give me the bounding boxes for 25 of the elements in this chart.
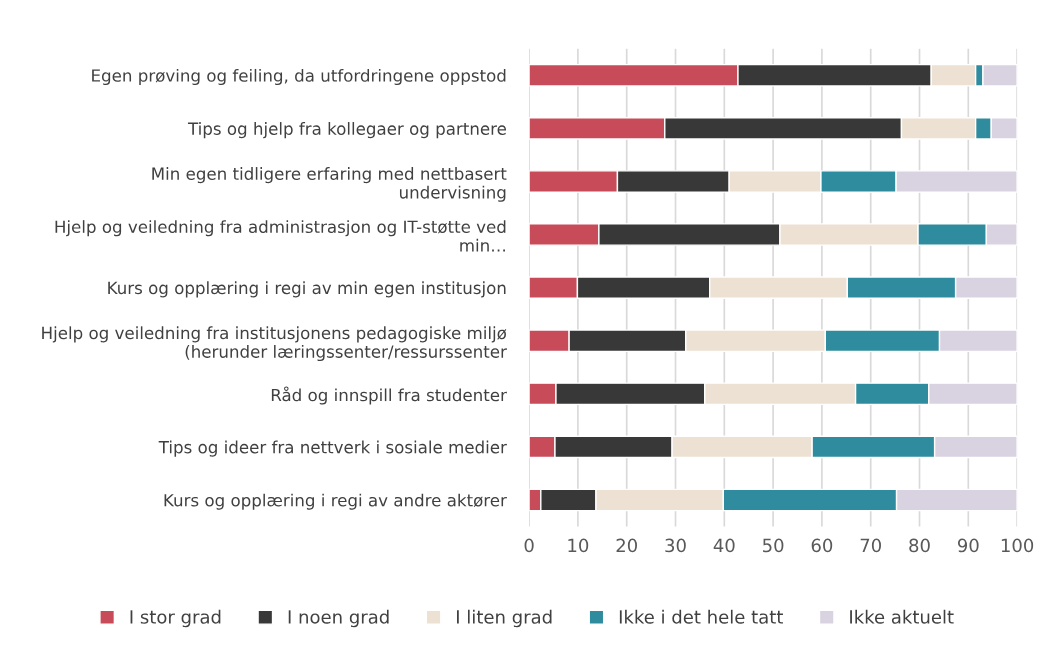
y-tick-label: Tips og hjelp fra kollegaer og partnere xyxy=(187,122,506,139)
x-tick-label: 0 xyxy=(524,538,534,553)
x-tick-label: 100 xyxy=(1001,538,1034,553)
legend-label: Ikke aktuelt xyxy=(850,609,954,624)
y-tick-label: Kurs og opplæring i regi av andre aktører xyxy=(164,493,507,510)
x-tick-label: 60 xyxy=(811,538,833,553)
x-tick-label: 10 xyxy=(568,538,589,553)
x-tick-label: 90 xyxy=(957,538,979,553)
x-tick-label: 70 xyxy=(860,538,881,553)
legend-label: I stor grad xyxy=(130,609,221,628)
y-tick-label: Kurs og opplæring i regi av min egen institusjon xyxy=(108,281,506,298)
y-tick-label: Min egen tidligere erfaring med nettbasert undervisning xyxy=(152,167,507,202)
y-tick-label: Tips og ideer fra nettverk i sosiale medier xyxy=(158,440,507,457)
x-tick-label: 50 xyxy=(763,538,784,553)
y-tick-label: Hjelp og veiledning fra institusjonens pedagogiske miljø (herunder læringssenter/ressurssenter xyxy=(42,326,507,362)
y-tick-label: Hjelp og veiledning fra administrasjon og IT-støtte ved min… xyxy=(55,220,506,252)
y-tick-label: Egen prøving og feiling, da utfordringene oppstod xyxy=(92,68,506,86)
legend-label: I liten grad xyxy=(457,609,552,628)
y-tick-label: Råd og innspill fra studenter xyxy=(271,386,507,405)
x-tick-label: 40 xyxy=(713,538,735,553)
x-tick-label: 80 xyxy=(909,538,930,553)
legend-label: I noen grad xyxy=(288,609,389,628)
x-tick-label: 20 xyxy=(616,538,637,553)
x-tick-label: 30 xyxy=(665,538,686,553)
legend-label: Ikke i det hele tatt xyxy=(619,609,783,624)
